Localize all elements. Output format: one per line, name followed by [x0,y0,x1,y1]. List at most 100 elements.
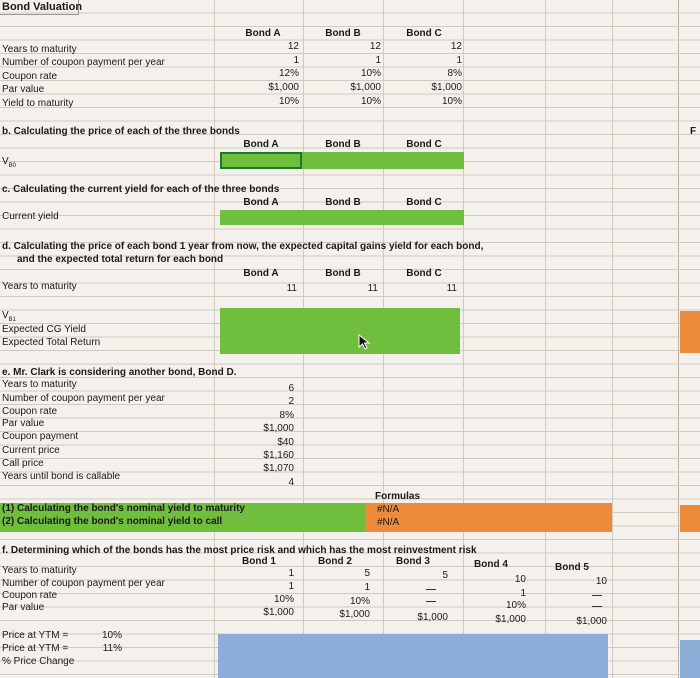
row-label: Coupon rate [2,71,58,82]
cell-value[interactable]: 11 [367,283,378,294]
cell-value[interactable]: 12 [369,41,381,52]
row-label: Years to maturity [2,379,77,390]
price-label: Price at YTM = [2,643,69,654]
section-e-title: e. Mr. Clark is considering another bond… [2,367,237,378]
cell-value[interactable]: $1,000 [576,616,607,627]
cell-value[interactable]: 4 [288,477,294,488]
price-output-range[interactable] [218,634,608,678]
cell-value[interactable]: $1,000 [339,609,370,620]
cell-value[interactable]: 1 [364,582,370,593]
cell-value[interactable]: 1 [375,55,381,66]
cell-value[interactable]: 1 [293,55,299,66]
cell-value[interactable]: 8% [447,68,462,79]
section-c-title: c. Calculating the current yield for eac… [2,184,280,195]
current-yield-output-range[interactable] [220,210,464,225]
formulas-header: Formulas [375,491,421,502]
header-bond-c: Bond C [406,197,442,208]
row-label: Coupon rate [2,590,58,601]
cell-value[interactable]: 10% [441,96,462,107]
cell-value[interactable]: $1,160 [263,450,294,461]
empty-cell-dash [426,589,436,590]
ytm-rate[interactable]: 10% [101,630,122,641]
row-label: Current price [2,445,60,456]
ytm-rate[interactable]: 11% [102,643,122,654]
row-label: Years to maturity [2,44,77,55]
header-bond-b: Bond B [325,139,361,150]
yield-question-fill [0,503,365,532]
empty-cell-dash [592,595,602,596]
expected-cg-yield-label: Expected CG Yield [2,324,86,335]
row-label: Number of coupon payment per year [2,57,165,68]
section-d-output-range[interactable] [220,308,460,354]
vb1-label: VB1 [2,310,17,323]
cell-value[interactable]: $1,000 [431,82,462,93]
cell-value[interactable]: 10 [595,576,607,587]
ytc-result[interactable]: #N/A [377,517,400,528]
title-cell[interactable] [0,0,79,15]
header-bond-a: Bond A [243,268,279,279]
cell-value[interactable]: 12 [287,41,299,52]
cell-value[interactable]: $1,070 [263,463,294,474]
cell-value[interactable]: 10% [273,594,294,605]
cell-value[interactable]: 12 [450,41,462,52]
vb0-output-range[interactable] [220,152,464,169]
edge-orange-cell[interactable] [680,505,700,532]
cell-value[interactable]: 1 [520,588,526,599]
cell-value[interactable]: 11 [446,283,457,294]
section-f-title: f. Determining which of the bonds has th… [2,545,477,556]
row-label: Coupon rate [2,406,58,417]
formula-output-range[interactable] [365,503,612,532]
row-label: Par value [2,602,45,613]
header-bond-b: Bond B [325,28,361,39]
edge-orange-cell[interactable] [680,311,700,353]
cell-value[interactable]: $1,000 [268,82,299,93]
edge-blue-cell[interactable] [680,640,700,678]
cell-value[interactable]: $1,000 [263,423,294,434]
cell-value[interactable]: $1,000 [350,82,381,93]
header-bond-a: Bond A [243,139,279,150]
section-d-title-line2: and the expected total return for each b… [17,254,224,265]
cell-value[interactable]: 5 [442,570,448,581]
ytm-result[interactable]: #N/A [377,504,400,515]
cell-value[interactable]: 1 [288,568,294,579]
header-bond-3: Bond 3 [396,556,430,567]
cell-value[interactable]: 10% [360,96,381,107]
header-bond-c: Bond C [406,28,442,39]
cell-value[interactable]: 10% [278,96,299,107]
expected-total-return-label: Expected Total Return [2,337,101,348]
row-label: Coupon payment [2,431,79,442]
cell-value[interactable]: 10% [505,600,526,611]
cell-value[interactable]: 10% [349,596,370,607]
header-bond-c: Bond C [406,139,442,150]
cell-value[interactable]: $40 [277,437,294,448]
cell-value[interactable]: 5 [364,568,370,579]
price-change-label: % Price Change [2,656,75,667]
mouse-pointer-icon [358,334,371,350]
cell-value[interactable]: 1 [456,55,462,66]
row-label: Par value [2,84,45,95]
ytm-question: (1) Calculating the bond's nominal yield… [2,503,245,514]
cell-value[interactable]: $1,000 [495,614,526,625]
cell-value[interactable]: $1,000 [417,612,448,623]
sheet-title: Bond Valuation [2,1,83,13]
cell-value[interactable]: 11 [286,283,297,294]
cell-value[interactable]: 6 [288,383,294,394]
cell-value[interactable]: 8% [279,410,294,421]
cell-value[interactable]: 12% [278,68,299,79]
row-label: Call price [2,458,44,469]
section-d-title-line1: d. Calculating the price of each bond 1 … [2,241,484,252]
row-label: Number of coupon payment per year [2,393,165,404]
cell-value[interactable]: 2 [288,396,294,407]
row-label: Years until bond is callable [2,471,121,482]
cell-value[interactable]: $1,000 [263,607,294,618]
header-bond-b: Bond B [325,197,361,208]
vb0-label: VB0 [2,156,17,169]
price-label: Price at YTM = [2,630,69,641]
header-bond-c: Bond C [406,268,442,279]
selected-cell[interactable] [220,152,302,169]
cell-value[interactable]: 10% [360,68,381,79]
current-yield-label: Current yield [2,211,59,222]
cell-value[interactable]: 1 [288,581,294,592]
cell-value[interactable]: 10 [514,574,526,585]
